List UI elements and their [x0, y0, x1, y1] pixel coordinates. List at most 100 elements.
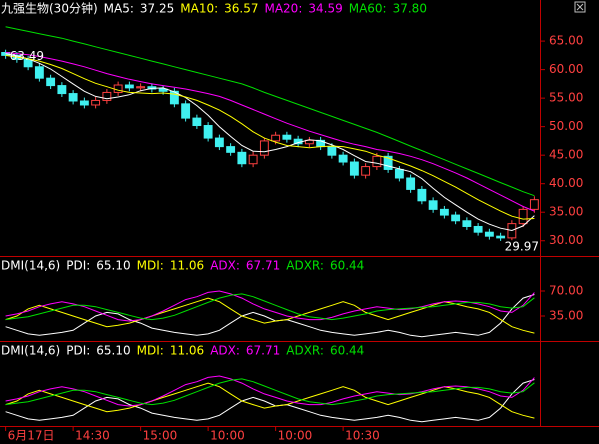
header-text: 60.44 [330, 259, 364, 273]
y-tick-label: 70.00 [549, 284, 583, 298]
indicator-line [5, 26, 535, 197]
candle-body [406, 177, 416, 190]
candle-body [214, 137, 224, 148]
header-text: ADX: [210, 344, 240, 358]
header-text: MDI: [137, 344, 164, 358]
candle-body [248, 154, 258, 165]
header-text: 11.06 [170, 344, 204, 358]
header-text: MA60: [349, 2, 387, 16]
candle-body [271, 134, 281, 142]
x-tick-label: 14:30 [75, 429, 110, 443]
header-text: 60.44 [330, 344, 364, 358]
x-tick-label: 10:00 [210, 429, 245, 443]
candle-body [192, 117, 202, 127]
header-text: 37.80 [393, 2, 427, 16]
candle-body [68, 93, 78, 102]
header-text: ADXR: [286, 259, 324, 273]
close-icon [576, 3, 584, 11]
candle-body [34, 66, 44, 79]
y-tick-label: 30.00 [549, 233, 583, 247]
indicator-line [5, 375, 535, 407]
candle-body [304, 139, 314, 145]
indicator-line [5, 379, 535, 423]
header-text: MDI: [137, 259, 164, 273]
candle-body [158, 88, 168, 92]
header-text: 34.59 [308, 2, 342, 16]
x-tick-label: 10:00 [278, 429, 313, 443]
candle-body [518, 208, 528, 225]
header-text: 65.10 [96, 344, 130, 358]
header-text: 65.10 [96, 259, 130, 273]
candle-body [428, 200, 438, 210]
header-text: ADXR: [286, 344, 324, 358]
header-text: ADX: [210, 259, 240, 273]
indicator-line [5, 53, 535, 232]
indicator-line [5, 52, 535, 212]
candle-body [361, 166, 371, 176]
max-label: 63.49 [10, 49, 44, 63]
y-tick-label: 45.00 [549, 148, 583, 162]
candle-body [383, 155, 393, 170]
candle-body [394, 168, 404, 179]
candle-body [136, 86, 146, 89]
indicator-line [5, 54, 535, 220]
indicator-line [5, 294, 535, 338]
header-text: 67.71 [246, 344, 280, 358]
header-text: DMI(14,6) [1, 344, 60, 358]
y-tick-label: 65.00 [549, 34, 583, 48]
header-text: DMI(14,6) [1, 259, 60, 273]
candle-body [327, 146, 337, 156]
indicator-line [5, 290, 535, 322]
header-text: 67.71 [246, 259, 280, 273]
header-text: 37.25 [140, 2, 174, 16]
candle-body [529, 199, 539, 210]
candle-body [451, 214, 461, 222]
candle-body [113, 84, 123, 93]
header-text: PDI: [66, 344, 90, 358]
candle-body [46, 77, 56, 87]
indicator-line [5, 293, 535, 321]
header-text: PDI: [66, 259, 90, 273]
x-tick-label: 15:00 [143, 429, 178, 443]
candle-body [473, 225, 483, 233]
candle-body [91, 99, 101, 106]
y-tick-label: 40.00 [549, 176, 583, 190]
candle-body [79, 100, 89, 106]
header-text: 36.57 [224, 2, 258, 16]
y-tick-label: 35.00 [549, 205, 583, 219]
candle-body [124, 84, 134, 89]
candle-body [349, 161, 359, 176]
header-text: 11.06 [170, 259, 204, 273]
candle-body [226, 146, 236, 153]
candle-body [181, 103, 191, 119]
candle-body [439, 208, 449, 216]
x-tick-label: 10:30 [345, 429, 380, 443]
candle-body [203, 125, 213, 139]
y-tick-label: 50.00 [549, 119, 583, 133]
header-text: MA5: [104, 2, 134, 16]
candle-body [102, 91, 112, 101]
header-text: MA20: [264, 2, 302, 16]
candle-body [496, 235, 506, 239]
min-label: 29.97 [505, 239, 539, 253]
candle-body [259, 140, 269, 156]
header-text: 九强生物(30分钟) [1, 1, 98, 16]
y-tick-label: 60.00 [549, 62, 583, 76]
candle-body [23, 58, 33, 68]
y-tick-label: 35.00 [549, 309, 583, 323]
indicator-line [5, 378, 535, 406]
candle-body [484, 231, 494, 237]
candle-body [417, 188, 427, 202]
x-tick-label: 6月17日 [8, 429, 55, 443]
candle-body [372, 155, 382, 168]
candle-body [57, 85, 67, 95]
header-text: MA10: [180, 2, 218, 16]
window-button[interactable] [574, 1, 586, 13]
y-tick-label: 55.00 [549, 91, 583, 105]
candle-body [169, 90, 179, 105]
candle-body [282, 134, 292, 140]
candle-body [237, 151, 247, 165]
candle-body [338, 154, 348, 163]
